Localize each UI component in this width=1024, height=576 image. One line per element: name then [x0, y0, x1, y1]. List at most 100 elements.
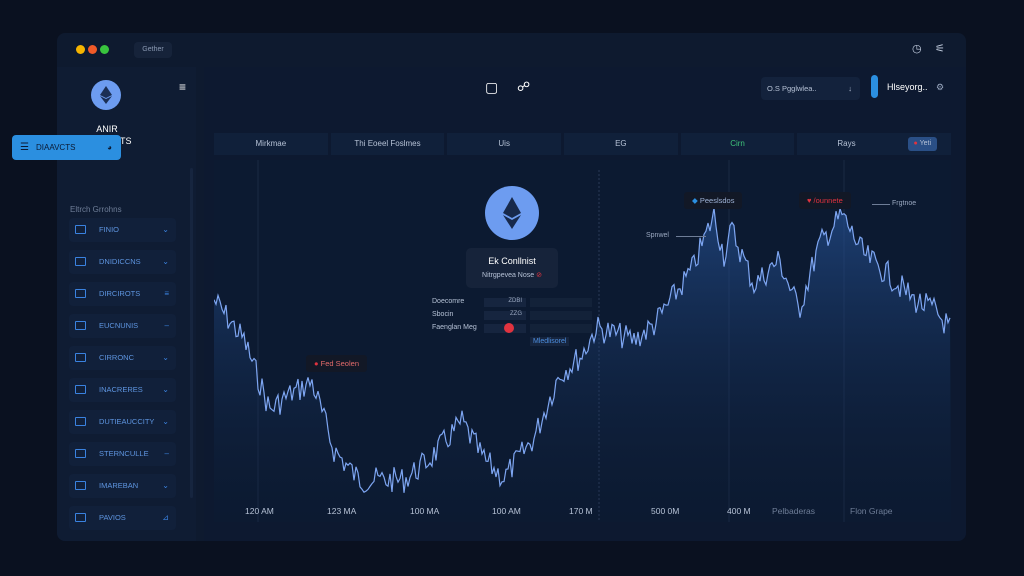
info-row-label: Doecomre: [432, 298, 465, 305]
sidebar-item-label: IMAREBAN: [99, 481, 139, 490]
detail-link[interactable]: Mledlisorel: [530, 337, 570, 346]
tab[interactable]: Thi Eoeel Foslmes: [330, 133, 445, 155]
alert-dot-icon: [504, 323, 514, 333]
chevron-icon[interactable]: ≡: [164, 289, 169, 298]
x-axis-label: 500 0M: [651, 506, 680, 516]
x-axis-label: 120 AM: [245, 506, 274, 516]
item-icon: [75, 353, 86, 362]
chevron-icon[interactable]: –: [164, 449, 169, 458]
chevron-icon[interactable]: ⌄: [162, 385, 169, 394]
tab[interactable]: Rays ● Yeti: [797, 133, 952, 155]
info-row-value: ZDBI: [484, 298, 526, 307]
menu-icon[interactable]: ≡: [179, 80, 187, 94]
user-name[interactable]: Hlseyorg..: [887, 82, 928, 92]
tab-bar: Mirkmae Thi Eoeel Foslmes Uis EG Cirn Rays ● Y…: [214, 133, 952, 155]
sidebar-item-label: DUTIEAUCCITY: [99, 417, 155, 426]
chevron-icon[interactable]: ⊿: [162, 513, 169, 522]
status-indicator: [871, 75, 878, 98]
annotation-leader: [872, 204, 890, 205]
item-icon: [75, 225, 86, 234]
sidebar-section-label: Eltrch Grrohns: [70, 205, 122, 214]
sidebar-scrollbar[interactable]: [190, 168, 193, 498]
chat-icon[interactable]: ▢: [485, 79, 499, 95]
info-row-label: Sbocin: [432, 311, 454, 318]
tab-label: Mirkmae: [255, 139, 287, 148]
settings-icon[interactable]: ⚟: [935, 43, 945, 55]
maximize-dot[interactable]: [100, 45, 109, 54]
sidebar-item-label: PAVIOS: [99, 513, 126, 522]
sidebar-item-label: FINIO: [99, 225, 119, 234]
chevron-icon[interactable]: ⌄: [162, 257, 169, 266]
info-card: Ek Conllnist Nitrgpevea Nose ⊘: [466, 248, 558, 288]
price-chart-svg: [213, 160, 951, 522]
tab-label: Thi Eoeel Foslmes: [354, 139, 421, 148]
title-bar: Gether ◷ ⚟: [57, 33, 966, 67]
x-axis-label: Flon Grape: [850, 506, 893, 516]
sidebar-item-label: INACRERES: [99, 385, 143, 394]
sidebar-item-label: DNIDICCNS: [99, 257, 141, 266]
item-icon: [75, 321, 86, 330]
item-icon: [75, 417, 86, 426]
price-chart: [213, 160, 951, 522]
sidebar-item[interactable]: PAVIOS ⊿: [69, 506, 176, 530]
user-settings-icon[interactable]: ⚙: [936, 82, 945, 92]
title-button[interactable]: Gether: [134, 42, 172, 58]
x-axis-label: 170 M: [569, 506, 593, 516]
link-icon[interactable]: ☍: [517, 79, 531, 94]
ethereum-logo-icon: [91, 80, 121, 110]
annotation-peak1: ◆ Peeslsdos: [684, 192, 743, 209]
info-card-title: Ek Conllnist: [488, 256, 536, 266]
sidebar-item[interactable]: DUTIEAUCCITY ⌄: [69, 410, 176, 434]
chevron-icon[interactable]: –: [164, 321, 169, 330]
sidebar-item-label: CIRRONC: [99, 353, 134, 362]
alert-icon[interactable]: ⊘: [536, 272, 542, 279]
chevron-icon[interactable]: ⌄: [162, 417, 169, 426]
x-axis-label: Pelbaderas: [772, 506, 816, 516]
tab-label: EG: [615, 139, 627, 148]
item-icon: [75, 513, 86, 522]
info-row-label: Faenglan Meg: [432, 324, 477, 331]
sidebar-active-item[interactable]: ☰ DIAAVCTS ◕: [12, 135, 121, 160]
item-icon: [75, 257, 86, 266]
sidebar-item[interactable]: FINIO ⌄: [69, 218, 176, 242]
item-icon: [75, 481, 86, 490]
sidebar-item[interactable]: DIRCIROTS ≡: [69, 282, 176, 306]
chevron-icon[interactable]: ⌄: [162, 353, 169, 362]
annotation-side-right: Frgtnoe: [892, 200, 917, 207]
item-icon: [75, 289, 86, 298]
item-icon: [75, 385, 86, 394]
chevron-icon[interactable]: ⌄: [162, 225, 169, 234]
info-card-subtitle: Nitrgpevea Nose: [482, 272, 535, 279]
annotation-left: ● Fed Seolen: [306, 355, 367, 372]
tab-label: Cirn: [730, 139, 745, 148]
sidebar-item[interactable]: STERNCULLE –: [69, 442, 176, 466]
tab[interactable]: Mirkmae: [214, 133, 328, 155]
annotation-leader: [676, 236, 706, 237]
sidebar-item[interactable]: CIRRONC ⌄: [69, 346, 176, 370]
tab[interactable]: Cirn: [680, 133, 795, 155]
sidebar-item[interactable]: EUCNUNIS –: [69, 314, 176, 338]
sidebar-item[interactable]: IMAREBAN ⌄: [69, 474, 176, 498]
x-axis-label: 100 AM: [492, 506, 521, 516]
minimize-dot[interactable]: [76, 45, 85, 54]
sidebar-item-label: EUCNUNIS: [99, 321, 139, 330]
ethereum-coin-icon: [485, 186, 539, 240]
close-dot[interactable]: [88, 45, 97, 54]
chevron-icon[interactable]: ⌄: [162, 481, 169, 490]
tab[interactable]: Uis: [447, 133, 562, 155]
tab-badge[interactable]: ● Yeti: [907, 137, 938, 151]
tab[interactable]: EG: [564, 133, 678, 155]
clock-icon[interactable]: ◷: [912, 43, 922, 55]
x-axis-label: 400 M: [727, 506, 751, 516]
network-select[interactable]: O.S Pgglwlea.. ↓: [761, 77, 860, 100]
tab-label: Rays: [837, 139, 856, 148]
sidebar-item-label: STERNCULLE: [99, 449, 149, 458]
sidebar-item[interactable]: INACRERES ⌄: [69, 378, 176, 402]
annotation-side-left: Spnwel: [646, 232, 669, 239]
item-icon: [75, 449, 86, 458]
info-row-bar: [530, 298, 592, 307]
x-axis-label: 123 MA: [327, 506, 357, 516]
sidebar-item[interactable]: DNIDICCNS ⌄: [69, 250, 176, 274]
info-row-bar: [530, 311, 592, 320]
info-row-bar: [530, 324, 592, 333]
